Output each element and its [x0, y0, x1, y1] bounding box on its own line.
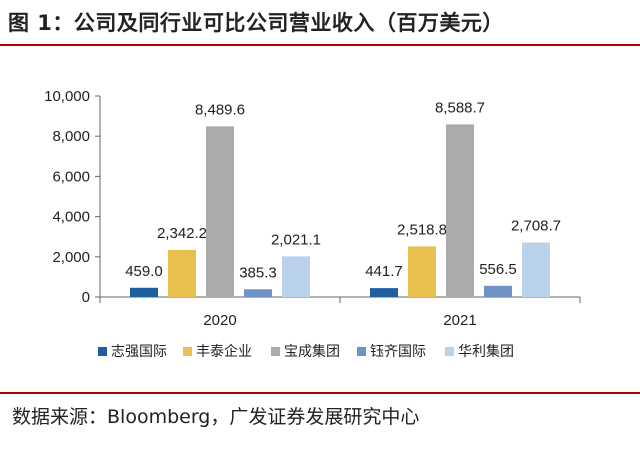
- x-tick-label: 2020: [203, 312, 236, 329]
- data-label: 556.5: [479, 261, 517, 278]
- title-bar: 图 1：公司及同行业可比公司营业收入（百万美元）: [0, 0, 640, 42]
- bar: [130, 287, 158, 297]
- legend-swatch: [98, 347, 107, 356]
- bar: [282, 256, 310, 297]
- y-tick-label: 10,000: [44, 88, 90, 105]
- y-tick-label: 0: [82, 289, 90, 306]
- bar: [446, 124, 474, 297]
- bar-chart: 0 2,000 4,000 6,000 8,000 10,000 459.0 2,342.2 8…: [44, 88, 581, 360]
- legend-swatch: [445, 347, 454, 356]
- data-label: 8,588.7: [435, 99, 485, 116]
- legend-label: 华利集团: [458, 343, 514, 360]
- bar: [244, 289, 272, 297]
- data-label: 2,518.8: [397, 221, 447, 238]
- top-rule: [0, 44, 640, 46]
- bar: [484, 285, 512, 297]
- bottom-rule: [0, 392, 640, 394]
- data-label: 8,489.6: [195, 101, 245, 118]
- legend-label: 钰齐国际: [370, 344, 426, 360]
- legend-swatch: [271, 347, 280, 356]
- bar: [370, 288, 398, 297]
- bar: [408, 246, 436, 297]
- data-label: 2,708.7: [511, 218, 561, 235]
- y-tick-label: 8,000: [52, 128, 90, 145]
- data-label: 2,021.1: [271, 231, 321, 248]
- y-tick-label: 2,000: [52, 249, 90, 266]
- x-tick-label: 2021: [443, 312, 476, 329]
- data-label: 2,342.2: [157, 225, 207, 242]
- legend-label: 志强国际: [111, 344, 167, 360]
- bar: [522, 242, 550, 297]
- legend-swatch: [357, 347, 366, 356]
- data-label: 441.7: [365, 263, 403, 280]
- figure-title: 图 1：公司及同行业可比公司营业收入（百万美元）: [8, 11, 504, 35]
- source-note: 数据来源：Bloomberg，广发证券发展研究中心: [12, 406, 420, 428]
- y-tick-label: 4,000: [52, 209, 90, 226]
- data-label: 459.0: [125, 263, 163, 280]
- legend-label: 丰泰企业: [196, 343, 252, 360]
- bar: [206, 126, 234, 297]
- data-label: 385.3: [239, 264, 277, 281]
- legend-label: 宝成集团: [284, 343, 340, 360]
- y-tick-label: 6,000: [52, 168, 90, 185]
- legend-swatch: [183, 347, 192, 356]
- bar: [168, 249, 196, 297]
